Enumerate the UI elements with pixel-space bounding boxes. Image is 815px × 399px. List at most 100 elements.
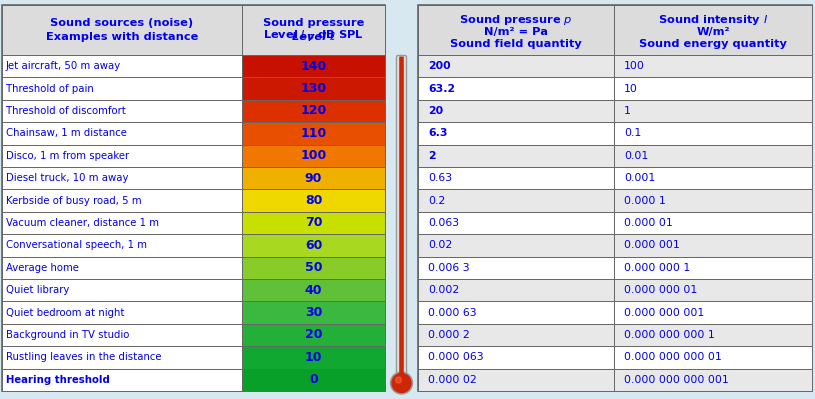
Bar bbox=[418, 346, 614, 369]
Text: W/m²: W/m² bbox=[696, 27, 729, 37]
FancyBboxPatch shape bbox=[399, 57, 403, 373]
Text: 70: 70 bbox=[305, 217, 322, 229]
Bar bbox=[614, 301, 812, 324]
Bar bbox=[614, 257, 812, 279]
Bar bbox=[418, 55, 614, 77]
Bar bbox=[418, 144, 614, 167]
Text: 0.01: 0.01 bbox=[624, 151, 648, 161]
Text: 0.000 63: 0.000 63 bbox=[428, 308, 477, 318]
Bar bbox=[242, 324, 385, 346]
Text: Disco, 1 m from speaker: Disco, 1 m from speaker bbox=[6, 151, 129, 161]
Text: Average home: Average home bbox=[6, 263, 79, 273]
Bar bbox=[614, 55, 812, 77]
Bar bbox=[242, 346, 385, 369]
Bar bbox=[242, 212, 385, 234]
Text: Sound intensity $\mathit{I}$: Sound intensity $\mathit{I}$ bbox=[658, 13, 768, 27]
Bar bbox=[418, 77, 614, 100]
Bar bbox=[418, 5, 614, 55]
Bar bbox=[242, 301, 385, 324]
Bar bbox=[2, 5, 385, 391]
Bar bbox=[418, 324, 614, 346]
Bar bbox=[614, 122, 812, 144]
Text: 0.000 02: 0.000 02 bbox=[428, 375, 477, 385]
Text: 0.63: 0.63 bbox=[428, 173, 452, 183]
Text: 20: 20 bbox=[305, 328, 322, 342]
Text: 6.3: 6.3 bbox=[428, 128, 447, 138]
Bar bbox=[2, 234, 242, 257]
Text: Conversational speech, 1 m: Conversational speech, 1 m bbox=[6, 241, 147, 251]
Text: 0.001: 0.001 bbox=[624, 173, 655, 183]
Text: Sound energy quantity: Sound energy quantity bbox=[639, 39, 787, 49]
Text: N/m² = Pa: N/m² = Pa bbox=[484, 27, 548, 37]
Text: Kerbside of busy road, 5 m: Kerbside of busy road, 5 m bbox=[6, 196, 142, 205]
Text: 10: 10 bbox=[624, 84, 638, 94]
Text: 0.000 000 001: 0.000 000 001 bbox=[624, 308, 704, 318]
Bar bbox=[418, 257, 614, 279]
Text: 0.006 3: 0.006 3 bbox=[428, 263, 469, 273]
Text: 120: 120 bbox=[301, 105, 327, 117]
Text: 30: 30 bbox=[305, 306, 322, 319]
Bar bbox=[242, 77, 385, 100]
Text: 0.000 063: 0.000 063 bbox=[428, 352, 483, 362]
Text: 50: 50 bbox=[305, 261, 322, 274]
Bar bbox=[614, 190, 812, 212]
Text: Diesel truck, 10 m away: Diesel truck, 10 m away bbox=[6, 173, 129, 183]
Bar bbox=[614, 212, 812, 234]
Text: 0.002: 0.002 bbox=[428, 285, 459, 295]
Text: 0.2: 0.2 bbox=[428, 196, 445, 205]
Bar bbox=[2, 369, 242, 391]
Text: 40: 40 bbox=[305, 284, 322, 297]
Bar bbox=[614, 144, 812, 167]
Bar bbox=[242, 190, 385, 212]
Bar bbox=[418, 369, 614, 391]
Bar bbox=[2, 212, 242, 234]
Text: 90: 90 bbox=[305, 172, 322, 185]
Text: 0.1: 0.1 bbox=[624, 128, 641, 138]
Bar bbox=[614, 324, 812, 346]
Text: Sound field quantity: Sound field quantity bbox=[450, 39, 582, 49]
Bar bbox=[418, 100, 614, 122]
Bar bbox=[2, 324, 242, 346]
Bar bbox=[418, 190, 614, 212]
Bar bbox=[2, 122, 242, 144]
Bar bbox=[2, 167, 242, 190]
Bar bbox=[614, 77, 812, 100]
Bar bbox=[418, 5, 812, 391]
Text: 0.000 000 000 1: 0.000 000 000 1 bbox=[624, 330, 715, 340]
Text: Background in TV studio: Background in TV studio bbox=[6, 330, 130, 340]
Text: 130: 130 bbox=[301, 82, 327, 95]
Text: 100: 100 bbox=[301, 149, 327, 162]
Bar bbox=[614, 100, 812, 122]
Bar bbox=[2, 257, 242, 279]
Bar bbox=[242, 257, 385, 279]
Text: 60: 60 bbox=[305, 239, 322, 252]
Text: Sound pressure: Sound pressure bbox=[262, 18, 364, 28]
Bar bbox=[242, 369, 385, 391]
Text: 0.02: 0.02 bbox=[428, 241, 452, 251]
Bar bbox=[2, 55, 242, 77]
Text: Hearing threshold: Hearing threshold bbox=[6, 375, 110, 385]
Bar bbox=[418, 234, 614, 257]
Bar bbox=[614, 234, 812, 257]
Bar bbox=[2, 5, 242, 55]
Bar bbox=[242, 234, 385, 257]
Text: Quiet bedroom at night: Quiet bedroom at night bbox=[6, 308, 125, 318]
Text: 0.000 000 000 001: 0.000 000 000 001 bbox=[624, 375, 729, 385]
Text: 0.000 1: 0.000 1 bbox=[624, 196, 666, 205]
Bar bbox=[2, 144, 242, 167]
Bar bbox=[2, 100, 242, 122]
FancyBboxPatch shape bbox=[397, 55, 407, 375]
Text: 0.063: 0.063 bbox=[428, 218, 459, 228]
Bar bbox=[614, 279, 812, 301]
Text: 63.2: 63.2 bbox=[428, 84, 455, 94]
Text: Chainsaw, 1 m distance: Chainsaw, 1 m distance bbox=[6, 128, 127, 138]
Text: 200: 200 bbox=[428, 61, 451, 71]
Bar bbox=[242, 167, 385, 190]
Bar bbox=[418, 279, 614, 301]
Bar bbox=[2, 77, 242, 100]
Text: 100: 100 bbox=[624, 61, 645, 71]
Circle shape bbox=[390, 372, 412, 394]
Text: Level ℓ: Level ℓ bbox=[292, 32, 335, 42]
Text: 1: 1 bbox=[624, 106, 631, 116]
Bar bbox=[614, 167, 812, 190]
